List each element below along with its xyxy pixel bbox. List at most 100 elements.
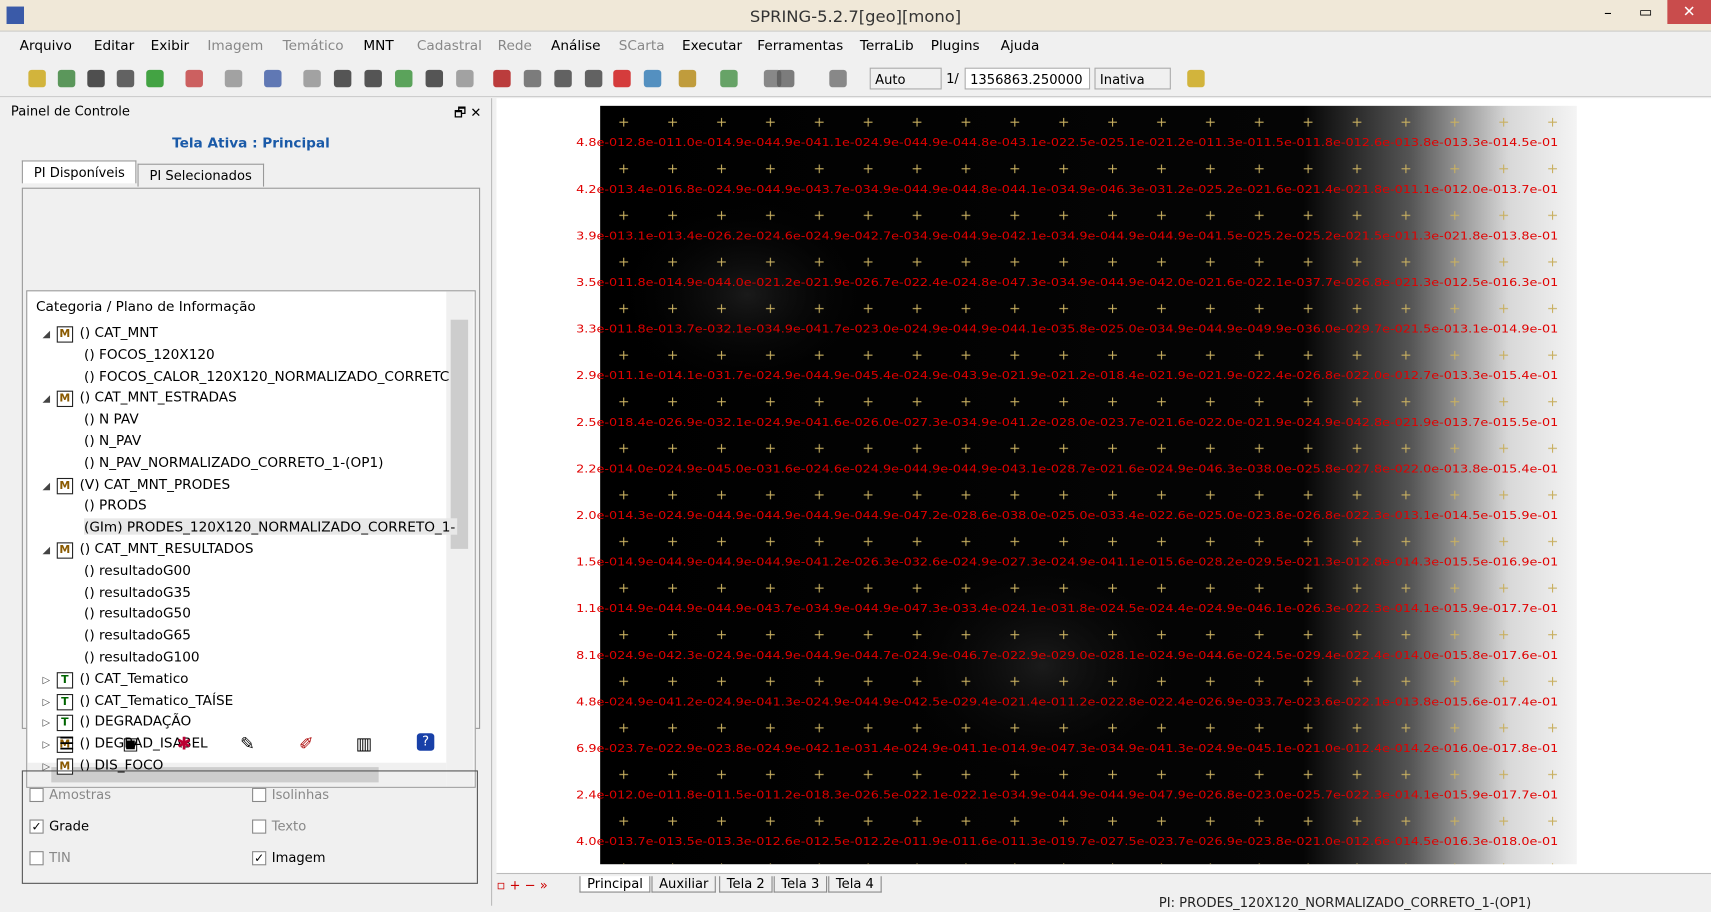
scrollbar[interactable]: [446, 291, 473, 786]
tree-item[interactable]: ◢M(V) CAT_MNT_PRODES: [43, 475, 233, 494]
category-badge: M: [57, 391, 73, 407]
toolbar-icon[interactable]: [524, 70, 541, 87]
screen-tab[interactable]: Principal: [579, 876, 650, 892]
option-checkbox[interactable]: Texto: [252, 818, 306, 833]
toolbar-icon[interactable]: [644, 70, 661, 87]
tree-label: () CAT_Tematico: [80, 670, 189, 686]
toolbar-icon[interactable]: [613, 70, 630, 87]
toolbar-icon[interactable]: [1187, 70, 1204, 87]
option-checkbox[interactable]: ✓Imagem: [252, 850, 325, 865]
menu-item[interactable]: Editar: [94, 37, 134, 53]
screen-tabs: ▫ + − » PrincipalAuxiliarTela 2Tela 3Tel…: [496, 873, 1711, 896]
option-checkbox[interactable]: TIN: [29, 850, 70, 865]
toolbar-icon[interactable]: [186, 70, 203, 87]
tree-item[interactable]: () FOCOS_120X120: [84, 346, 217, 362]
window-title: SPRING-5.2.7[geo][mono]: [0, 7, 1711, 27]
scale-input[interactable]: 1356863.250000: [965, 68, 1090, 90]
option-checkbox[interactable]: Isolinhas: [252, 787, 329, 802]
panel-tab[interactable]: PI Disponíveis: [22, 160, 137, 183]
toolbar-icon[interactable]: [554, 70, 571, 87]
tree-item[interactable]: () FOCOS_CALOR_120X120_NORMALIZADO_CORRE…: [84, 367, 451, 383]
toolbar-icon[interactable]: [456, 70, 473, 87]
close-button[interactable]: ✕: [1667, 0, 1711, 24]
menu-item[interactable]: Temático: [283, 37, 344, 53]
menu-item[interactable]: Imagem: [207, 37, 263, 53]
toolbar-icon[interactable]: [364, 70, 381, 87]
menu-item[interactable]: Exibir: [151, 37, 190, 53]
expand-arrow[interactable]: ▷: [43, 675, 51, 686]
tree-item[interactable]: ▷T() CAT_Tematico: [43, 670, 191, 689]
mode-select[interactable]: Auto: [870, 68, 942, 90]
toolbar-icon[interactable]: [264, 70, 281, 87]
expand-arrow[interactable]: ◢: [43, 546, 51, 557]
menu-item[interactable]: Ajuda: [1001, 37, 1040, 53]
tree-item[interactable]: ◢M() CAT_MNT: [43, 324, 160, 343]
expand-arrow[interactable]: ◢: [43, 330, 51, 341]
tree-item[interactable]: () resultadoG35: [84, 583, 193, 599]
screen-tab[interactable]: Auxiliar: [651, 876, 716, 892]
tree-item[interactable]: ▷T() CAT_Tematico_TAÍSE: [43, 691, 236, 710]
toolbar-icon[interactable]: [777, 70, 794, 87]
panel-buttons[interactable]: 🗗 ✕: [454, 103, 481, 126]
screen-tab[interactable]: Tela 3: [774, 876, 827, 892]
menu-item[interactable]: Ferramentas: [757, 37, 843, 53]
screen-tab[interactable]: Tela 2: [719, 876, 772, 892]
toolbar-icon[interactable]: [117, 70, 134, 87]
tree-item[interactable]: () resultadoG00: [84, 562, 193, 578]
menu-item[interactable]: Rede: [498, 37, 532, 53]
menu-item[interactable]: SCarta: [619, 37, 665, 53]
menu-item[interactable]: MNT: [363, 37, 393, 53]
state-select[interactable]: Inativa: [1094, 68, 1170, 90]
toolbar-icon[interactable]: [87, 70, 104, 87]
expand-arrow[interactable]: ▷: [43, 697, 51, 708]
checkbox[interactable]: [29, 788, 43, 802]
toolbar-icon[interactable]: [334, 70, 351, 87]
checkbox[interactable]: [29, 851, 43, 865]
checkbox[interactable]: [252, 819, 266, 833]
toolbar-icon[interactable]: [829, 70, 846, 87]
tree-item[interactable]: (GIm) PRODES_120X120_NORMALIZADO_CORRETO…: [84, 519, 458, 535]
toolbar-icon[interactable]: [58, 70, 75, 87]
tree-item[interactable]: () resultadoG65: [84, 627, 193, 643]
toolbar-icon[interactable]: [426, 70, 443, 87]
restore-button[interactable]: ▭: [1639, 4, 1652, 20]
option-checkbox[interactable]: ✓Grade: [29, 818, 89, 833]
toolbar-icon[interactable]: [225, 70, 242, 87]
tree-item[interactable]: () resultadoG50: [84, 605, 193, 621]
grid-value-row: 2.2e-014.0e-024.9e-045.0e-031.6e-024.6e-…: [576, 462, 1558, 475]
tree-item[interactable]: () N_PAV_NORMALIZADO_CORRETO_1-(OP1): [84, 454, 386, 470]
menu-item[interactable]: Análise: [551, 37, 600, 53]
screen-tab[interactable]: Tela 4: [828, 876, 881, 892]
option-checkbox[interactable]: Amostras: [29, 787, 111, 802]
checkbox[interactable]: ✓: [29, 819, 43, 833]
toolbar-icon[interactable]: [720, 70, 737, 87]
tree-item[interactable]: () PRODS: [84, 497, 149, 513]
tree-item[interactable]: () resultadoG100: [84, 648, 202, 664]
toolbar-icon[interactable]: [585, 70, 602, 87]
toolbar-icon[interactable]: [146, 70, 163, 87]
tab-nav[interactable]: ▫ + − »: [496, 877, 547, 892]
minimize-button[interactable]: –: [1604, 4, 1612, 21]
tree-view: Categoria / Plano de Informação ◢M() CAT…: [26, 290, 476, 788]
toolbar-icon[interactable]: [679, 70, 696, 87]
menu-item[interactable]: Arquivo: [20, 37, 72, 53]
toolbar-icon[interactable]: [28, 70, 45, 87]
checkbox[interactable]: [252, 788, 266, 802]
toolbar-icon[interactable]: [493, 70, 510, 87]
toolbar-icon[interactable]: [303, 70, 320, 87]
tree-item[interactable]: () N_PAV: [84, 432, 143, 448]
panel-tab[interactable]: PI Selecionados: [137, 164, 263, 187]
tree-item[interactable]: ◢M() CAT_MNT_ESTRADAS: [43, 389, 239, 408]
tree-item[interactable]: ◢M() CAT_MNT_RESULTADOS: [43, 540, 256, 559]
menu-item[interactable]: Executar: [682, 37, 742, 53]
status-bar: PI: PRODES_120X120_NORMALIZADO_CORRETO_1…: [1159, 895, 1531, 910]
toolbar-icon[interactable]: [395, 70, 412, 87]
expand-arrow[interactable]: ◢: [43, 481, 51, 492]
menu-item[interactable]: TerraLib: [860, 37, 914, 53]
category-badge: M: [57, 326, 73, 342]
tree-item[interactable]: () N PAV: [84, 410, 141, 426]
checkbox[interactable]: ✓: [252, 851, 266, 865]
menu-item[interactable]: Plugins: [931, 37, 980, 53]
expand-arrow[interactable]: ◢: [43, 394, 51, 405]
menu-item[interactable]: Cadastral: [417, 37, 482, 53]
